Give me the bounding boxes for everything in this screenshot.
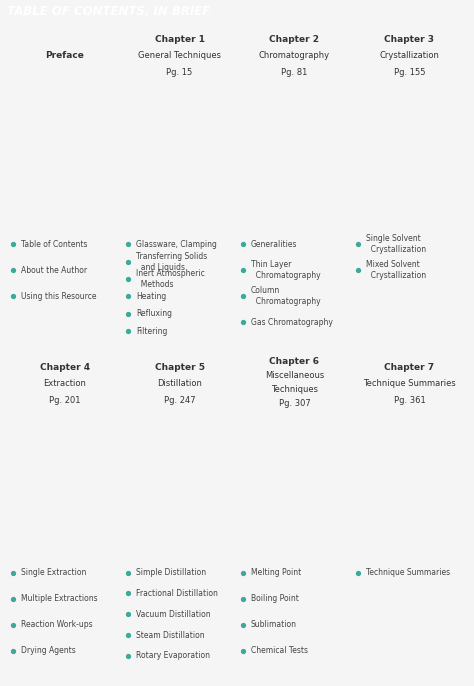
Text: Heating: Heating [136,292,166,301]
Text: Glassware, Clamping: Glassware, Clamping [136,240,217,249]
Text: Pg. 201: Pg. 201 [49,396,80,405]
Text: Reaction Work-ups: Reaction Work-ups [21,620,92,629]
Text: Crystallization: Crystallization [380,51,439,60]
Text: About the Author: About the Author [21,266,87,275]
Text: Chapter 5: Chapter 5 [155,363,204,372]
Text: Extraction: Extraction [43,379,86,388]
Text: Chapter 3: Chapter 3 [384,34,434,44]
Text: Sublimation: Sublimation [251,620,297,629]
Text: Mixed Solvent
  Crystallization: Mixed Solvent Crystallization [366,261,426,281]
Text: TABLE OF CONTENTS, IN BRIEF: TABLE OF CONTENTS, IN BRIEF [7,5,210,18]
Text: Boiling Point: Boiling Point [251,594,299,603]
Text: Rotary Evaporation: Rotary Evaporation [136,652,210,661]
Text: Steam Distillation: Steam Distillation [136,630,204,639]
Text: Chemical Tests: Chemical Tests [251,646,308,655]
Text: Column
  Chromatography: Column Chromatography [251,286,320,307]
Text: Refluxing: Refluxing [136,309,172,318]
Text: Technique Summaries: Technique Summaries [366,568,450,577]
Text: Drying Agents: Drying Agents [21,646,76,655]
Text: Single Solvent
  Crystallization: Single Solvent Crystallization [366,235,426,255]
Text: General Techniques: General Techniques [138,51,221,60]
Text: Pg. 15: Pg. 15 [166,68,192,77]
Text: Vacuum Distillation: Vacuum Distillation [136,610,210,619]
Text: Using this Resource: Using this Resource [21,292,96,301]
Text: Techniques: Techniques [271,386,318,394]
Text: Transferring Solids
  and Liquids: Transferring Solids and Liquids [136,252,207,272]
Text: Chromatography: Chromatography [259,51,330,60]
Text: Distillation: Distillation [157,379,202,388]
Text: Filtering: Filtering [136,327,167,335]
Text: Table of Contents: Table of Contents [21,240,87,249]
Text: Preface: Preface [45,51,84,60]
Text: Chapter 2: Chapter 2 [270,34,319,44]
Text: Chapter 4: Chapter 4 [39,363,90,372]
Text: Gas Chromatography: Gas Chromatography [251,318,333,327]
Text: Multiple Extractions: Multiple Extractions [21,594,98,603]
Text: Fractional Distillation: Fractional Distillation [136,589,218,598]
Text: Thin Layer
  Chromatography: Thin Layer Chromatography [251,261,320,281]
Text: Pg. 247: Pg. 247 [164,396,195,405]
Text: Pg. 155: Pg. 155 [394,68,425,77]
Text: Simple Distillation: Simple Distillation [136,568,206,577]
Text: Inert Atmospheric
  Methods: Inert Atmospheric Methods [136,269,205,289]
Text: Single Extraction: Single Extraction [21,568,86,577]
Text: Pg. 81: Pg. 81 [281,68,308,77]
Text: Chapter 1: Chapter 1 [155,34,204,44]
Text: Technique Summaries: Technique Summaries [363,379,456,388]
Text: Pg. 307: Pg. 307 [279,399,310,408]
Text: Chapter 6: Chapter 6 [270,357,319,366]
Text: Generalities: Generalities [251,240,297,249]
Text: Miscellaneous: Miscellaneous [265,371,324,380]
Text: Melting Point: Melting Point [251,568,301,577]
Text: Chapter 7: Chapter 7 [384,363,435,372]
Text: Pg. 361: Pg. 361 [393,396,425,405]
